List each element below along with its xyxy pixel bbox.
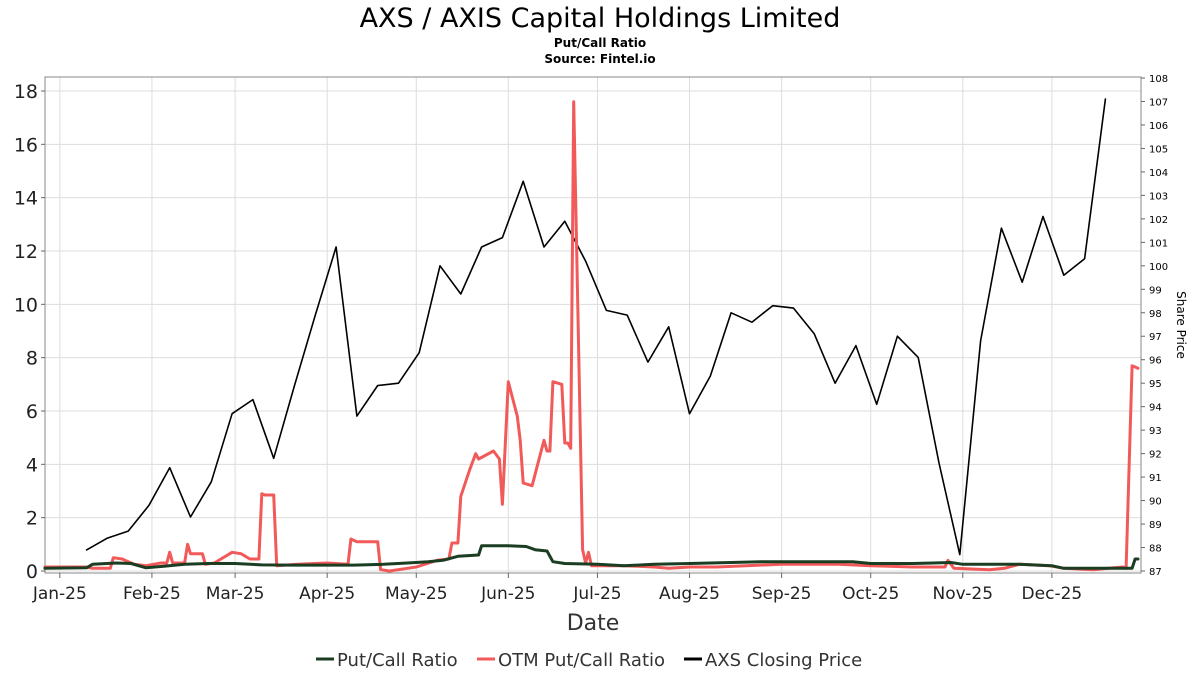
y-right-tick-label: 101 — [1149, 238, 1168, 249]
grid — [45, 77, 1141, 573]
y-right-tick-label: 103 — [1149, 191, 1168, 202]
x-tick-label: Jul-25 — [572, 584, 621, 604]
y-right-tick-label: 93 — [1149, 426, 1162, 437]
y-axis-right: 87 88 89 90 91 92 93 94 95 96 97 98 99 100 101 102 103 10… — [1141, 74, 1168, 578]
y-right-tick-label: 87 — [1149, 567, 1162, 578]
y-right-tick-label: 94 — [1149, 403, 1162, 414]
x-tick-label: May-25 — [385, 584, 448, 604]
y-axis-right-label: Share Price — [1174, 291, 1188, 359]
y-right-tick-label: 88 — [1149, 544, 1162, 555]
y-right-tick-label: 92 — [1149, 450, 1162, 461]
y-right-tick-label: 105 — [1149, 144, 1168, 155]
y-right-tick-label: 102 — [1149, 215, 1168, 226]
legend-label-closing-price: AXS Closing Price — [705, 650, 862, 671]
x-tick-label: Aug-25 — [659, 584, 720, 604]
x-tick-label: Nov-25 — [933, 584, 994, 604]
y-right-tick-label: 106 — [1149, 121, 1168, 132]
y-left-tick-label: 14 — [14, 188, 38, 210]
y-right-tick-label: 107 — [1149, 97, 1168, 108]
y-left-tick-label: 2 — [26, 508, 38, 530]
chart-title: AXS / AXIS Capital Holdings Limited — [360, 3, 841, 34]
y-axis-left: 0 2 4 6 8 10 12 14 16 18 — [14, 81, 45, 583]
y-right-tick-label: 97 — [1149, 332, 1162, 343]
x-tick-label: Jun-25 — [480, 584, 535, 604]
x-tick-label: Feb-25 — [123, 584, 181, 604]
series-line-closing-price — [85, 98, 1107, 556]
y-right-tick-label: 89 — [1149, 520, 1162, 531]
y-right-tick-label: 100 — [1149, 262, 1168, 273]
legend-label-put-call: Put/Call Ratio — [337, 650, 458, 671]
y-left-tick-label: 18 — [14, 81, 38, 103]
y-right-tick-label: 96 — [1149, 356, 1162, 367]
y-left-tick-label: 0 — [26, 561, 38, 583]
x-tick-label: Jan-25 — [32, 584, 87, 604]
y-left-tick-label: 6 — [26, 401, 38, 423]
x-tick-label: Oct-25 — [842, 584, 899, 604]
y-right-tick-label: 90 — [1149, 497, 1162, 508]
legend-label-otm-put-call: OTM Put/Call Ratio — [498, 650, 665, 671]
y-right-tick-label: 108 — [1149, 74, 1168, 85]
x-tick-label: Dec-25 — [1022, 584, 1083, 604]
series-layer — [43, 98, 1140, 573]
plot-frame — [44, 76, 1142, 574]
y-right-tick-label: 91 — [1149, 473, 1162, 484]
x-tick-label: Sep-25 — [752, 584, 812, 604]
y-right-tick-label: 98 — [1149, 309, 1162, 320]
x-tick-label: Apr-25 — [299, 584, 355, 604]
y-left-tick-label: 16 — [14, 134, 38, 156]
legend: Put/Call Ratio OTM Put/Call Ratio AXS Cl… — [316, 650, 862, 671]
y-right-tick-label: 99 — [1149, 285, 1162, 296]
y-right-tick-label: 95 — [1149, 379, 1162, 390]
x-axis-label: Date — [567, 611, 620, 636]
series-line-otm-put-call — [43, 100, 1140, 573]
chart-subtitle: Put/Call Ratio — [554, 36, 646, 50]
chart-source: Source: Fintel.io — [544, 52, 655, 66]
y-left-tick-label: 4 — [26, 454, 38, 476]
series-line-put-call — [43, 544, 1140, 570]
y-right-tick-label: 104 — [1149, 168, 1168, 179]
y-left-tick-label: 12 — [14, 241, 38, 263]
x-tick-label: Mar-25 — [206, 584, 265, 604]
y-left-tick-label: 8 — [26, 348, 38, 370]
y-left-tick-label: 10 — [14, 294, 38, 316]
x-axis: Jan-25 Feb-25 Mar-25 Apr-25 May-25 Jun-25 Jul-… — [32, 573, 1082, 604]
